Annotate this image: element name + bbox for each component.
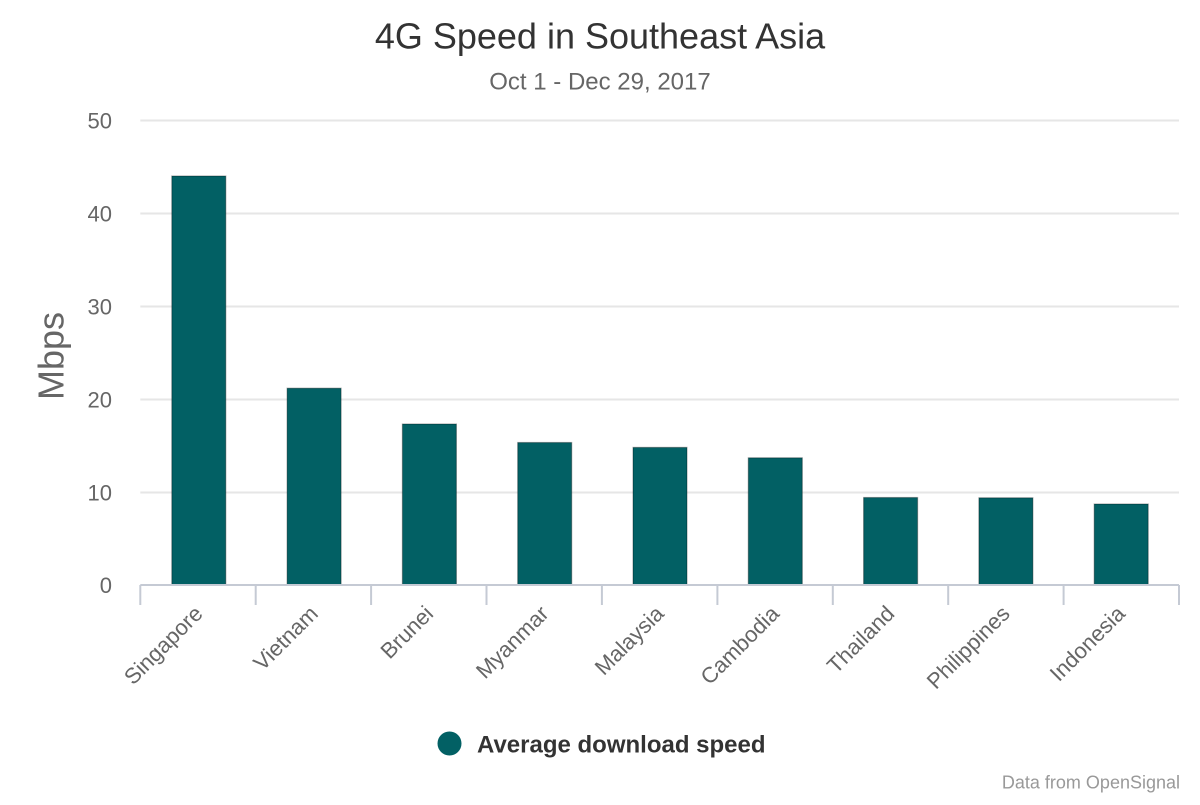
svg-text:40: 40 — [88, 202, 112, 227]
svg-text:30: 30 — [88, 295, 112, 320]
svg-text:Average download speed: Average download speed — [477, 731, 766, 758]
svg-text:Oct 1 - Dec 29, 2017: Oct 1 - Dec 29, 2017 — [489, 69, 710, 96]
svg-text:Mbps: Mbps — [31, 312, 72, 400]
svg-text:4G Speed in Southeast Asia: 4G Speed in Southeast Asia — [375, 16, 826, 57]
svg-text:20: 20 — [88, 388, 112, 413]
svg-text:10: 10 — [88, 481, 112, 506]
svg-text:Data from OpenSignal: Data from OpenSignal — [1002, 773, 1180, 793]
svg-text:50: 50 — [88, 109, 112, 134]
svg-text:0: 0 — [100, 573, 112, 598]
